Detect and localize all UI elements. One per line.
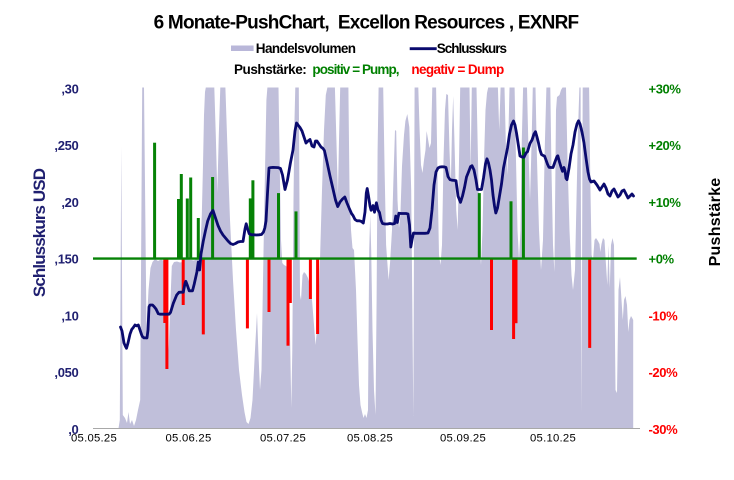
- svg-text:,250: ,250: [54, 138, 78, 153]
- svg-text:positiv = Pump,: positiv = Pump,: [312, 62, 398, 77]
- svg-text:05.10.25: 05.10.25: [530, 433, 576, 445]
- svg-text:05.08.25: 05.08.25: [347, 433, 393, 445]
- svg-text:-10%: -10%: [649, 308, 679, 323]
- svg-text:Handelsvolumen: Handelsvolumen: [256, 41, 356, 56]
- svg-text:,150: ,150: [54, 252, 78, 267]
- svg-text:,30: ,30: [61, 81, 78, 96]
- svg-text:05.05.25: 05.05.25: [71, 433, 117, 445]
- svg-text:05.07.25: 05.07.25: [260, 433, 306, 445]
- svg-text:,20: ,20: [61, 195, 78, 210]
- svg-text:-20%: -20%: [649, 365, 679, 380]
- svg-text:6 Monate-PushChart, Excellon: 6 Monate-PushChart, Excellon Resources ,…: [154, 13, 579, 34]
- svg-text:+20%: +20%: [649, 138, 682, 153]
- svg-text:05.06.25: 05.06.25: [166, 433, 212, 445]
- svg-text:,10: ,10: [61, 308, 78, 323]
- svg-text:Pushstärke:: Pushstärke:: [234, 62, 306, 77]
- svg-text:Schlusskurs: Schlusskurs: [437, 41, 507, 56]
- svg-text:+30%: +30%: [649, 81, 682, 96]
- svg-text:-30%: -30%: [649, 422, 679, 437]
- svg-text:Schlusskurs USD: Schlusskurs USD: [30, 168, 49, 297]
- svg-text:+10%: +10%: [649, 195, 682, 210]
- svg-text:+0%: +0%: [649, 252, 675, 267]
- svg-text:05.09.25: 05.09.25: [440, 433, 486, 445]
- svg-text:negativ = Dump: negativ = Dump: [411, 62, 504, 77]
- svg-text:,0: ,0: [68, 422, 78, 437]
- svg-text:Pushstärke: Pushstärke: [707, 178, 724, 267]
- svg-text:,050: ,050: [54, 365, 78, 380]
